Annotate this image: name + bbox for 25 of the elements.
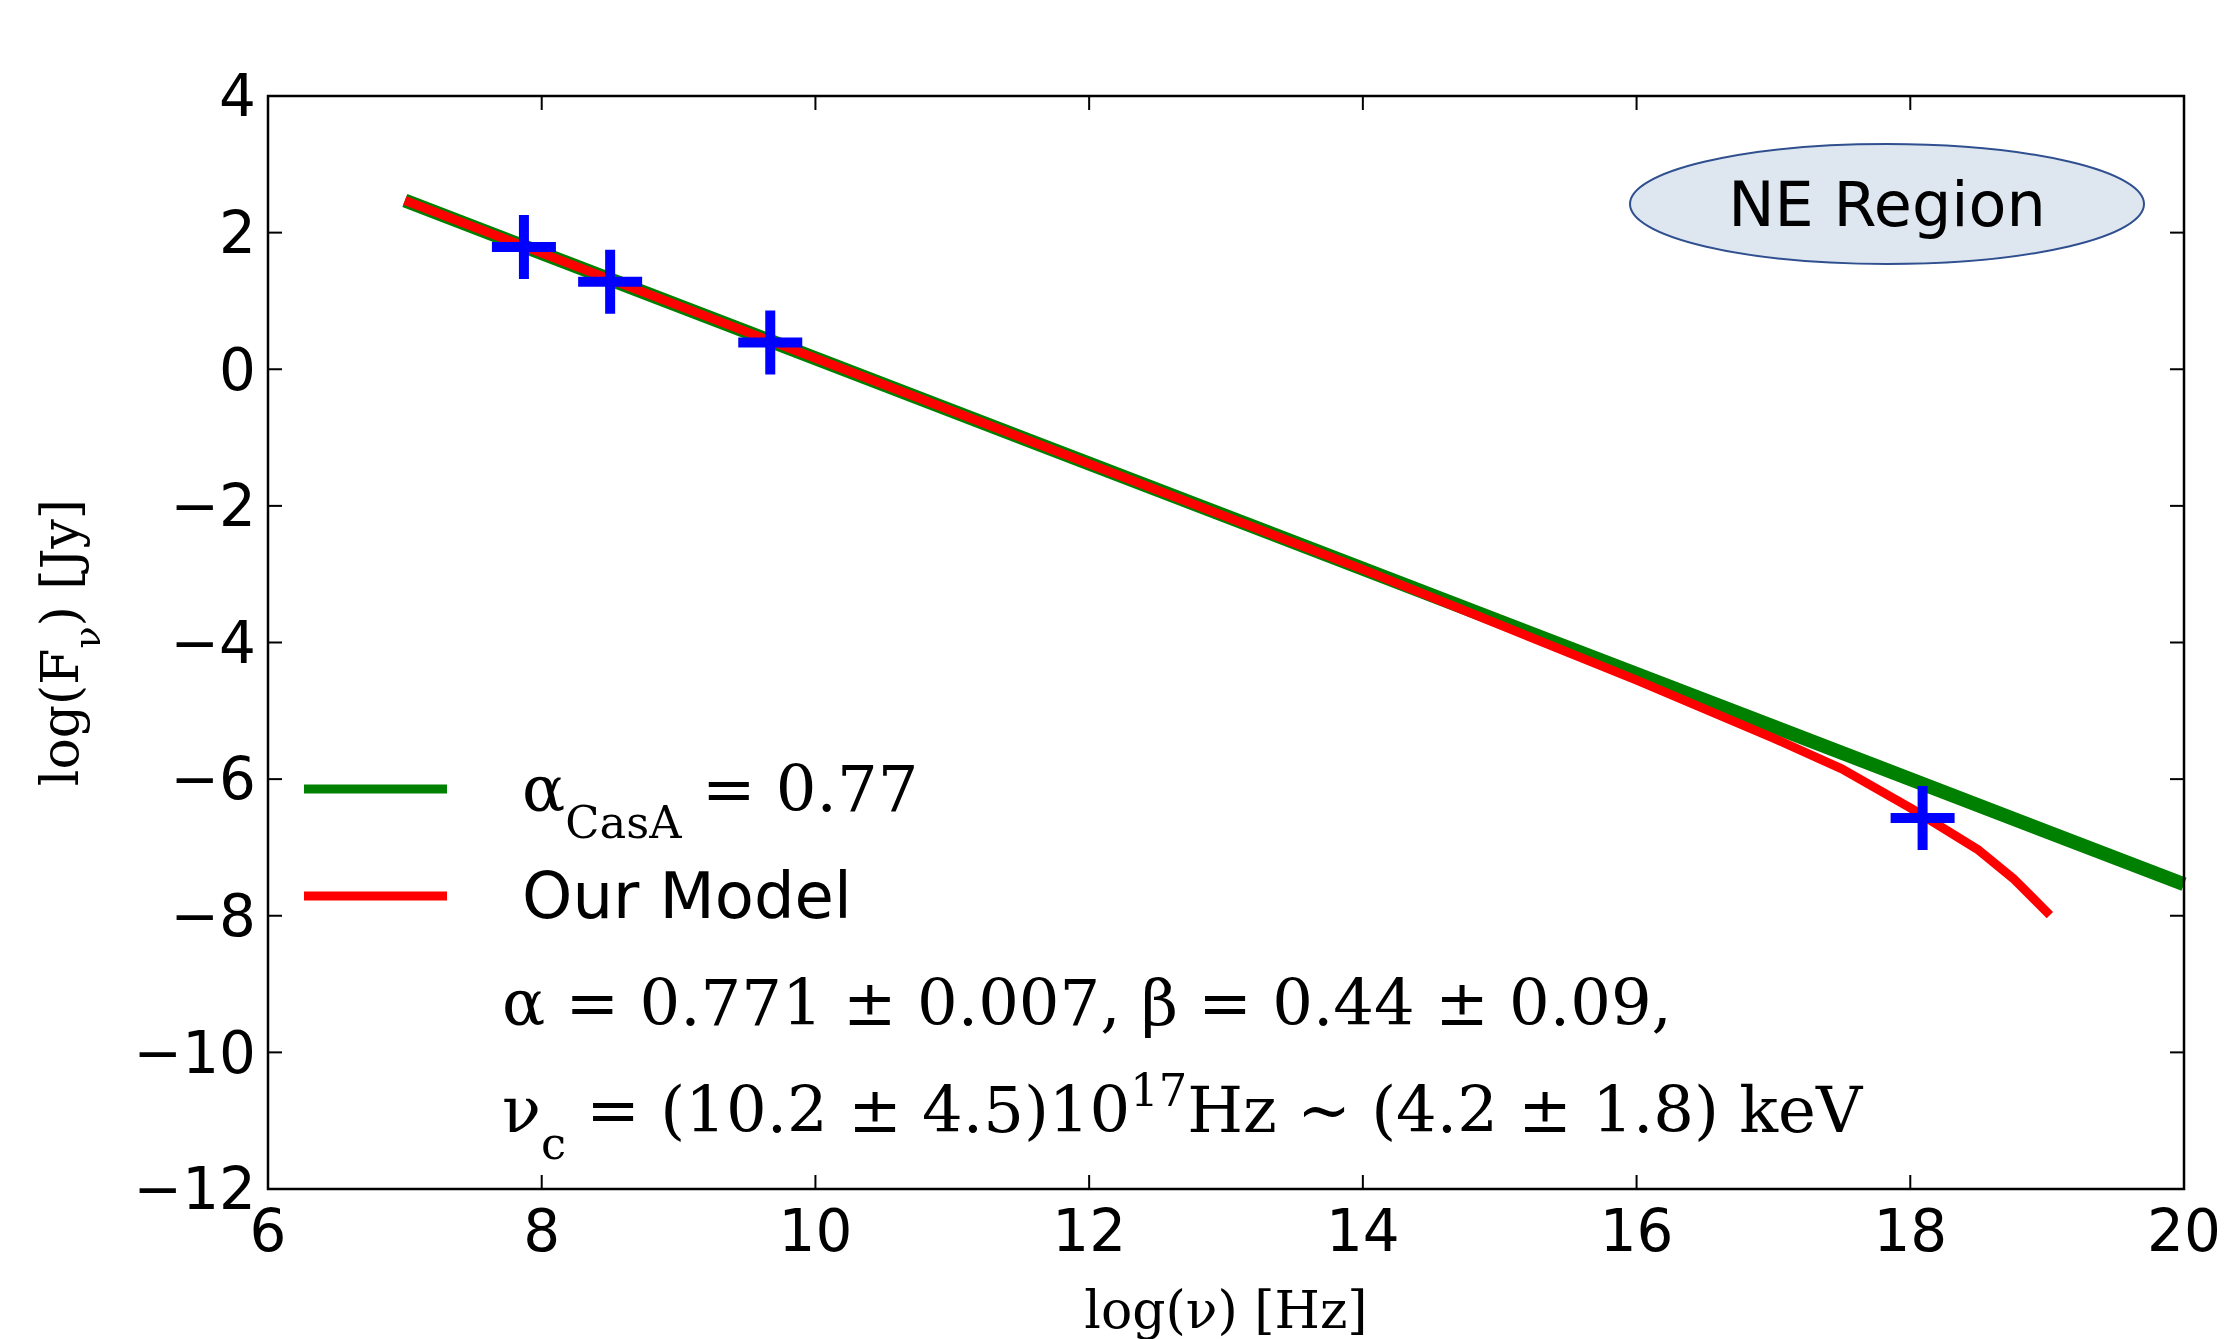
annotation: α = 0.771 ± 0.007, β = 0.44 ± 0.09, [502,966,1672,1040]
y-tick-label: −6 [170,745,256,814]
point [491,214,556,279]
x-tick-label: 20 [2147,1197,2221,1265]
x-tick-label: 12 [1052,1197,1127,1265]
y-tick-label: −8 [170,882,256,951]
legend-label: Our Model [522,859,852,934]
annotation: ν$_{c}$ = (10.2 ± 4.5)10$^{17}$Hz ~ (4.2 ± 1.8) keV [502,1063,1864,1170]
y-tick-label: −4 [170,608,256,677]
y-tick-label: −10 [133,1018,256,1087]
point [1890,786,1955,851]
y-tick-label: 4 [219,62,256,131]
point [578,249,643,314]
x-tick-label: 14 [1325,1197,1400,1265]
x-tick-label: 18 [1873,1197,1948,1265]
y-tick-label: −2 [170,472,256,541]
point [738,310,803,375]
y-tick-label: 0 [219,335,256,404]
x-tick-label: 10 [778,1197,853,1265]
annotation: NE Region [1728,167,2046,241]
legend-label: α$_{CasA}$ = 0.77 [522,752,919,849]
x-tick-label: 8 [523,1197,561,1265]
x-tick-label: 6 [249,1197,287,1265]
x-tick-label: 16 [1599,1197,1674,1265]
y-tick-label: 2 [219,198,256,267]
